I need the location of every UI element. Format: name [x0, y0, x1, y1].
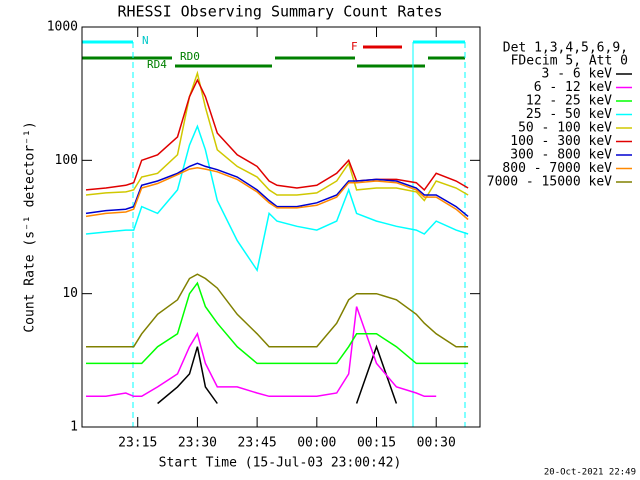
- legend-label: 100 - 300 keV: [510, 134, 612, 149]
- series-line: [355, 344, 398, 404]
- annotation: F: [351, 40, 358, 53]
- legend-label: 6 - 12 keV: [534, 80, 612, 95]
- series-line: [85, 166, 469, 221]
- legend-label: 300 - 800 keV: [510, 148, 612, 163]
- chart-title: RHESSI Observing Summary Count Rates: [117, 3, 442, 21]
- legend-header: Det 1,3,4,5,6,9,: [503, 41, 628, 56]
- y-tick-label: 10: [62, 286, 78, 301]
- legend-label: 25 - 50 keV: [526, 107, 612, 122]
- timestamp: 20-Oct-2021 22:49: [544, 468, 636, 478]
- legend-label: 800 - 7000 keV: [502, 161, 612, 176]
- y-axis-label: Count Rate (s⁻¹ detector⁻¹): [23, 121, 38, 332]
- x-tick-label: 23:30: [178, 436, 217, 451]
- x-tick-label: 23:45: [238, 436, 277, 451]
- y-tick-label: 1000: [47, 20, 78, 35]
- series-line: [157, 346, 218, 405]
- legend-header: FDecim 5, Att 0: [511, 54, 628, 69]
- y-tick-label: 100: [55, 153, 78, 168]
- x-tick-label: 23:15: [118, 436, 157, 451]
- legend-label: 7000 - 15000 keV: [487, 175, 612, 190]
- plot-frame: [81, 26, 481, 428]
- legend-label: 50 - 100 keV: [518, 121, 612, 136]
- state-bars: [82, 40, 465, 68]
- x-tick-label: 00:15: [357, 436, 396, 451]
- series-line: [85, 70, 469, 202]
- y-tick-label: 1: [70, 420, 78, 435]
- series-line: [85, 162, 469, 217]
- x-axis-label: Start Time (15-Jul-03 23:00:42): [159, 456, 402, 471]
- annotation: N: [142, 34, 149, 47]
- annotation: RD0: [180, 50, 200, 63]
- legend-label: 3 - 6 keV: [542, 67, 613, 82]
- legend-label: 12 - 25 keV: [526, 94, 612, 109]
- x-tick-label: 00:30: [417, 436, 456, 451]
- series-line: [86, 281, 469, 365]
- series-line: [85, 124, 469, 273]
- series-line: [85, 78, 469, 192]
- series-line: [86, 273, 469, 348]
- series-line: [86, 306, 437, 398]
- annotation: RD4: [147, 58, 167, 71]
- x-tick-label: 00:00: [297, 436, 336, 451]
